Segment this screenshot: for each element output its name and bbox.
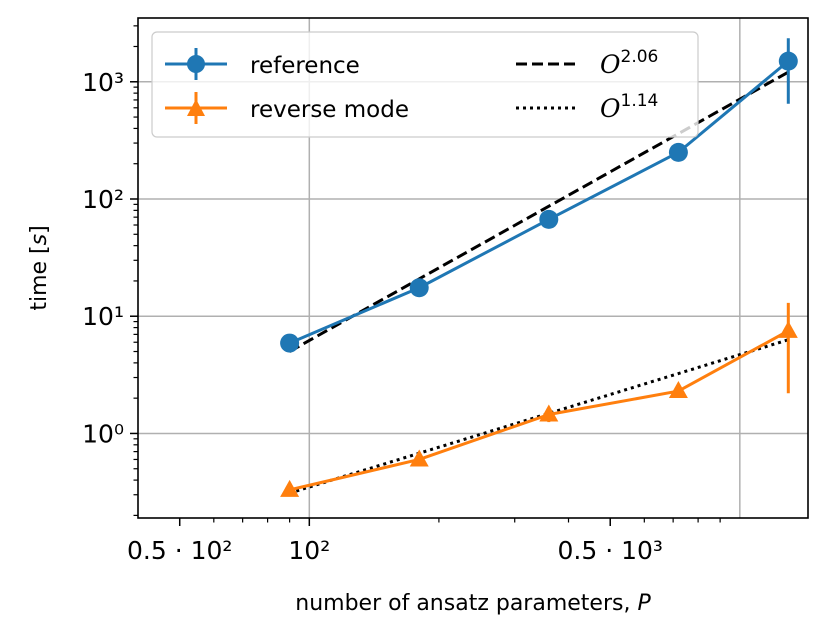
x-axis-title-var: P [637, 591, 651, 616]
y-axis: 10⁰ 10¹ 10² 10³ [82, 25, 138, 516]
x-axis-title-text: number of ansatz parameters, [295, 591, 637, 616]
legend-fit-1-14-label: O1.14 [600, 91, 658, 123]
x-tick-label: 0.5 · 10² [127, 536, 232, 565]
legend-reverse-mode-marker [187, 99, 205, 116]
y-axis-title-var: s [27, 234, 52, 245]
reference-point [668, 142, 688, 162]
reverse-mode-point [668, 381, 688, 399]
y-tick-label: 10¹ [82, 302, 124, 331]
legend-fit-2-06-base: O [600, 50, 621, 79]
x-tick-label: 10² [288, 536, 330, 565]
legend-fit-1-14-exponent: 1.14 [621, 91, 659, 111]
plot-area [280, 38, 798, 497]
reverse-mode-point [280, 479, 300, 497]
legend-fit-1-14-base: O [600, 94, 621, 123]
legend: reference reverse mode O2.06 O1.14 [151, 31, 699, 138]
legend-reverse-mode-label: reverse mode [250, 97, 409, 123]
legend-entry-fit-2-06: O2.06 [516, 47, 658, 79]
y-tick-label: 10⁰ [82, 419, 124, 448]
legend-box [151, 31, 699, 138]
legend-entry-reference: reference [165, 48, 360, 80]
reverse-mode-point [778, 320, 798, 338]
plot-frame [137, 17, 809, 519]
reference-point [409, 278, 429, 298]
y-tick-label: 10² [82, 185, 124, 214]
reverse-mode-point [539, 404, 559, 422]
legend-entry-reverse-mode: reverse mode [165, 92, 409, 124]
x-axis-title: number of ansatz parameters, P [295, 591, 651, 616]
x-axis: 0.5 · 10² 10² 0.5 · 10³ [127, 518, 721, 565]
y-axis-title-text: time [ [27, 245, 52, 310]
y-tick-label: 10³ [82, 68, 124, 97]
x-tick-label: 0.5 · 10³ [558, 536, 663, 565]
legend-fit-2-06-exponent: 2.06 [621, 47, 659, 67]
reverse-mode-point [409, 449, 429, 467]
legend-entry-fit-1-14: O1.14 [516, 91, 658, 123]
reference-point [778, 51, 798, 71]
legend-fit-2-06-label: O2.06 [600, 47, 658, 79]
y-axis-title: time [s] [27, 225, 52, 310]
y-axis-title-end: ] [27, 225, 52, 234]
reference-point [280, 333, 300, 353]
reference-point [539, 209, 559, 229]
legend-reference-marker [187, 55, 205, 73]
legend-reference-label: reference [250, 53, 360, 79]
